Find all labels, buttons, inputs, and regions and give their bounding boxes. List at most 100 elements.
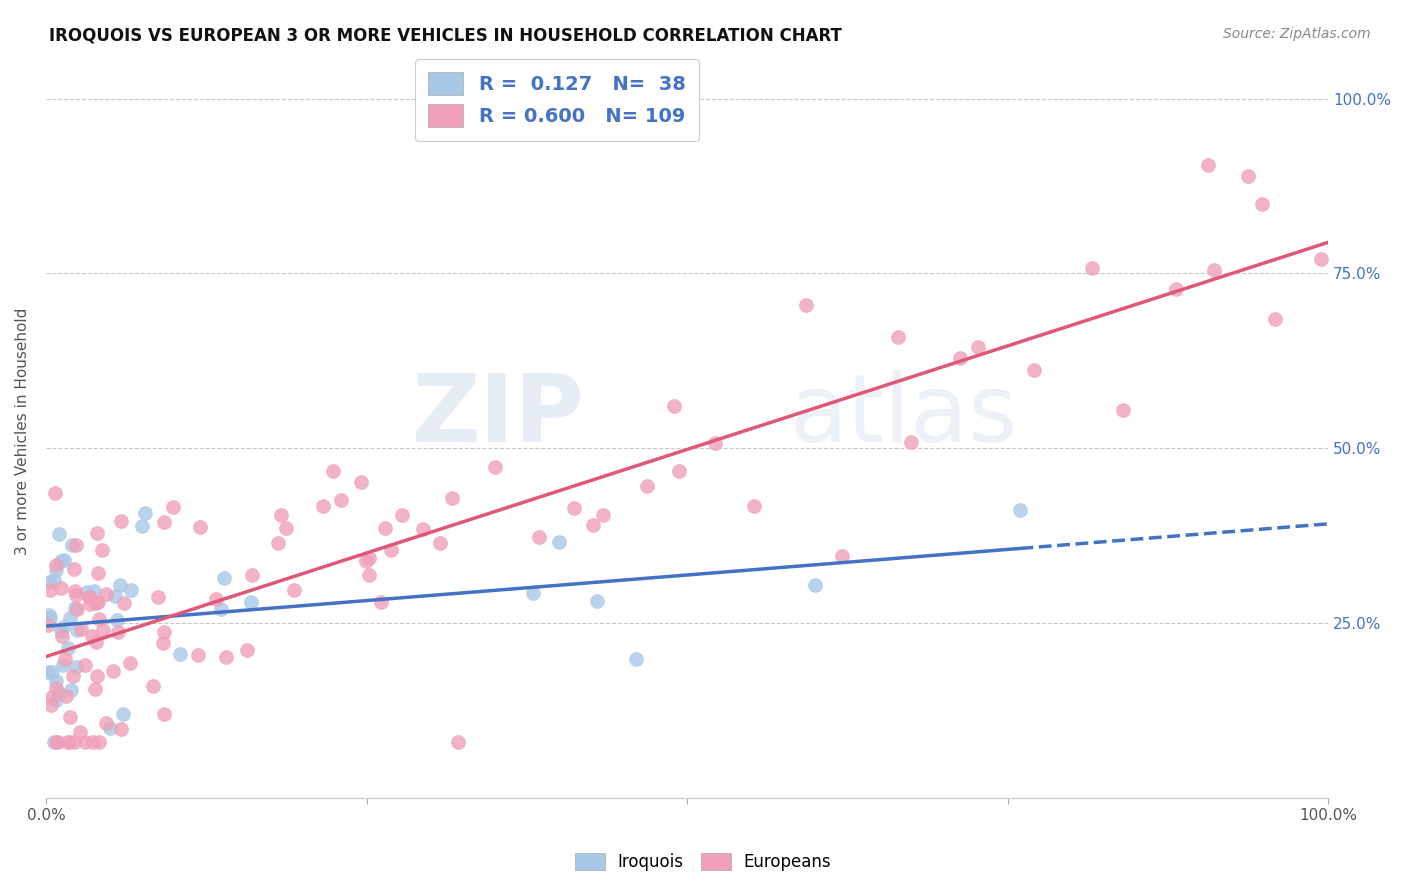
Point xyxy=(153,624,176,639)
Point xyxy=(38,574,60,589)
Point xyxy=(45,558,67,572)
Point xyxy=(91,542,114,557)
Point xyxy=(240,568,263,582)
Point xyxy=(215,650,238,665)
Point xyxy=(65,538,87,552)
Point xyxy=(65,584,87,599)
Point xyxy=(527,531,550,545)
Point xyxy=(110,514,132,528)
Point xyxy=(804,578,827,592)
Point xyxy=(429,535,451,549)
Point xyxy=(357,568,380,582)
Point xyxy=(86,526,108,541)
Point xyxy=(582,518,605,533)
Point xyxy=(112,596,135,610)
Point xyxy=(63,735,86,749)
Point xyxy=(1202,263,1225,277)
Point xyxy=(668,464,690,478)
Point xyxy=(564,500,586,515)
Point xyxy=(212,571,235,585)
Point xyxy=(52,658,75,673)
Point xyxy=(624,652,647,666)
Point xyxy=(52,553,75,567)
Point xyxy=(46,735,69,749)
Point xyxy=(86,668,108,682)
Point xyxy=(380,542,402,557)
Point xyxy=(354,554,377,568)
Point xyxy=(162,500,184,514)
Point xyxy=(1197,158,1219,172)
Point xyxy=(131,519,153,533)
Point xyxy=(65,601,87,615)
Text: IROQUOIS VS EUROPEAN 3 OR MORE VEHICLES IN HOUSEHOLD CORRELATION CHART: IROQUOIS VS EUROPEAN 3 OR MORE VEHICLES … xyxy=(49,27,842,45)
Point xyxy=(357,551,380,566)
Point xyxy=(66,602,89,616)
Point xyxy=(83,583,105,598)
Point xyxy=(87,612,110,626)
Point xyxy=(240,595,263,609)
Point xyxy=(44,486,66,500)
Point xyxy=(484,459,506,474)
Point xyxy=(62,668,84,682)
Point xyxy=(522,585,544,599)
Point xyxy=(39,698,62,712)
Point xyxy=(65,660,87,674)
Point xyxy=(592,508,614,523)
Point xyxy=(45,563,67,577)
Point xyxy=(188,520,211,534)
Legend: R =  0.127   N=  38, R = 0.600   N= 109: R = 0.127 N= 38, R = 0.600 N= 109 xyxy=(415,59,699,141)
Point xyxy=(110,723,132,737)
Point xyxy=(73,735,96,749)
Point xyxy=(267,536,290,550)
Point xyxy=(391,508,413,522)
Point xyxy=(77,590,100,604)
Point xyxy=(152,636,174,650)
Point xyxy=(75,657,97,672)
Point xyxy=(45,693,67,707)
Point xyxy=(209,602,232,616)
Point xyxy=(44,674,66,689)
Point xyxy=(58,735,80,749)
Point xyxy=(82,735,104,749)
Point xyxy=(60,538,83,552)
Point xyxy=(52,620,75,634)
Point xyxy=(38,583,60,598)
Text: atlas: atlas xyxy=(790,370,1018,462)
Point xyxy=(120,656,142,670)
Text: ZIP: ZIP xyxy=(412,370,585,462)
Point xyxy=(51,582,73,596)
Point xyxy=(586,594,609,608)
Point xyxy=(370,595,392,609)
Point xyxy=(49,554,72,568)
Point xyxy=(105,614,128,628)
Point xyxy=(89,735,111,749)
Point xyxy=(84,634,107,648)
Point xyxy=(547,535,569,549)
Point xyxy=(96,715,118,730)
Point xyxy=(169,647,191,661)
Point xyxy=(62,562,84,576)
Point xyxy=(45,735,67,749)
Point xyxy=(45,681,67,695)
Point xyxy=(86,566,108,580)
Point xyxy=(134,506,156,520)
Point xyxy=(120,583,142,598)
Point xyxy=(104,590,127,604)
Point xyxy=(744,499,766,513)
Point xyxy=(41,665,63,680)
Point xyxy=(1251,197,1274,211)
Legend: Iroquois, Europeans: Iroquois, Europeans xyxy=(567,845,839,880)
Point xyxy=(831,549,853,564)
Point xyxy=(704,436,727,450)
Point xyxy=(37,618,59,632)
Point xyxy=(887,330,910,344)
Point xyxy=(949,351,972,365)
Point xyxy=(51,629,73,643)
Y-axis label: 3 or more Vehicles in Household: 3 or more Vehicles in Household xyxy=(15,307,30,555)
Point xyxy=(58,610,80,624)
Point xyxy=(48,527,70,541)
Point xyxy=(84,681,107,696)
Point xyxy=(38,610,60,624)
Point xyxy=(56,640,79,655)
Point xyxy=(110,578,132,592)
